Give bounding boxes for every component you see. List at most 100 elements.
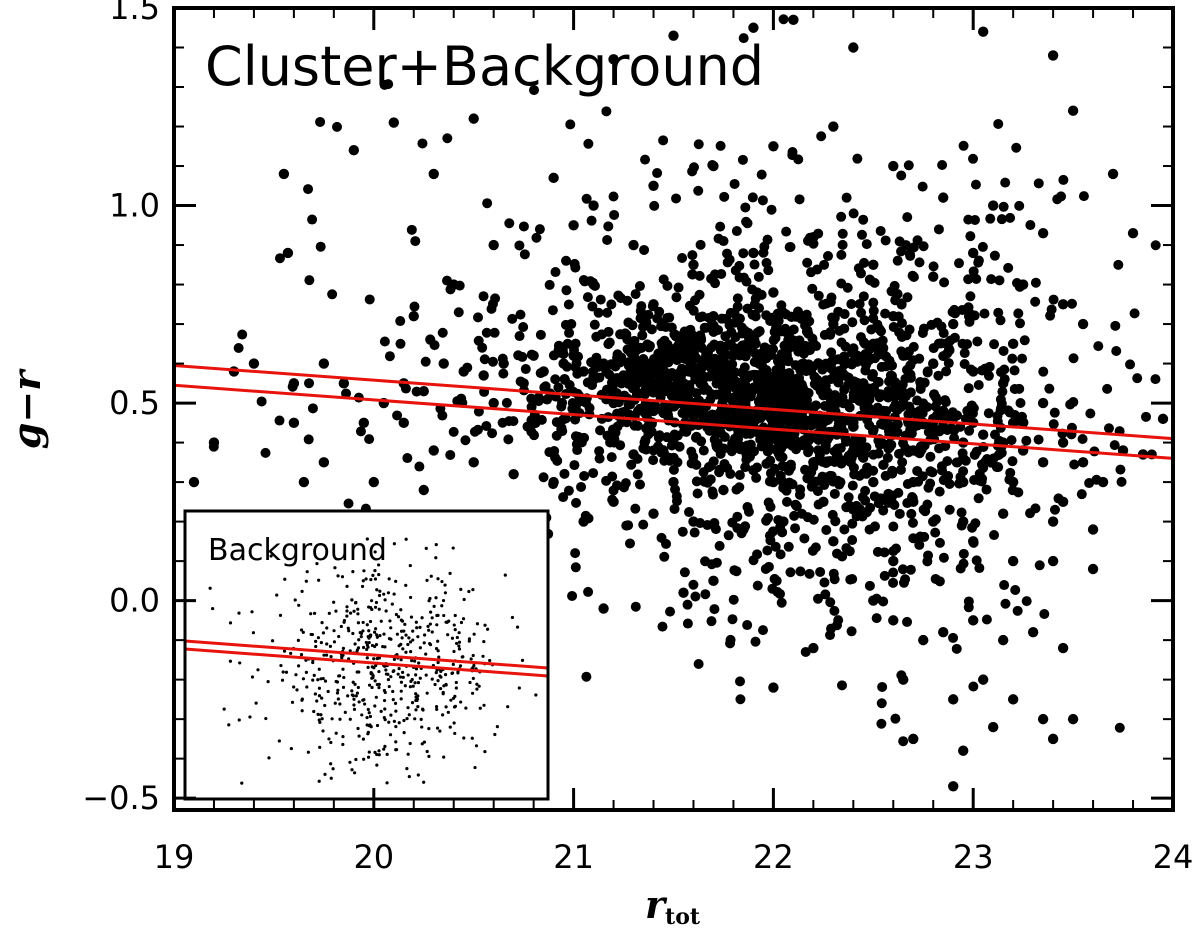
data-point: [986, 274, 997, 285]
data-point: [1116, 476, 1127, 487]
data-point: [725, 468, 736, 479]
inset-point: [251, 631, 256, 635]
data-point: [997, 634, 1009, 646]
data-point: [977, 26, 989, 37]
inset-point: [365, 715, 369, 720]
data-point: [900, 350, 911, 361]
data-point: [477, 342, 488, 353]
data-point: [828, 121, 839, 132]
inset-point: [383, 645, 387, 649]
data-point: [875, 225, 886, 236]
inset-point: [414, 692, 418, 696]
data-point: [1052, 194, 1063, 205]
data-point: [742, 620, 753, 631]
data-point: [418, 386, 429, 397]
data-point: [826, 623, 837, 634]
data-point: [315, 241, 326, 252]
data-point: [787, 147, 798, 158]
data-point: [989, 530, 1000, 541]
data-point: [843, 380, 854, 391]
inset-red-line-2: [185, 647, 548, 678]
inset-point: [373, 750, 377, 754]
data-point: [820, 589, 831, 600]
inset-point: [481, 654, 485, 658]
inset-point: [356, 612, 360, 616]
data-point: [581, 193, 592, 204]
data-point: [708, 456, 719, 467]
data-point: [794, 335, 805, 346]
data-point: [630, 503, 641, 514]
data-point: [861, 359, 872, 370]
inset-point: [357, 700, 361, 704]
data-point: [804, 316, 815, 327]
data-point: [941, 366, 952, 377]
inset-point: [364, 577, 368, 581]
data-point: [889, 391, 900, 402]
data-point: [665, 606, 676, 617]
data-point: [858, 214, 869, 225]
inset-point: [353, 771, 357, 775]
inset-point: [392, 719, 396, 723]
data-point: [688, 259, 699, 270]
data-point: [860, 338, 871, 349]
data-point: [876, 718, 887, 729]
data-point: [515, 309, 526, 320]
data-point: [968, 615, 979, 626]
data-point: [906, 508, 917, 519]
data-point: [908, 733, 919, 745]
inset-point: [299, 652, 304, 657]
data-point: [561, 255, 572, 266]
inset-point: [462, 597, 466, 602]
data-point: [998, 345, 1009, 356]
inset-point: [295, 688, 299, 692]
inset-point: [387, 636, 392, 641]
inset-point: [382, 632, 386, 636]
data-point: [948, 694, 959, 705]
data-point: [694, 334, 705, 345]
inset-point: [336, 697, 340, 701]
inset-point: [311, 678, 315, 682]
data-point: [538, 472, 549, 483]
data-point: [713, 372, 724, 383]
inset-point: [534, 693, 538, 697]
inset-point: [410, 659, 414, 663]
data-point: [752, 580, 763, 591]
inset-point: [290, 700, 295, 704]
data-point: [793, 374, 804, 385]
data-point: [1007, 338, 1019, 350]
data-point: [553, 382, 564, 393]
data-point: [487, 356, 498, 367]
data-point: [1068, 397, 1079, 408]
inset-point: [389, 713, 393, 717]
inset-point: [423, 633, 427, 637]
inset-point: [483, 749, 487, 754]
inset-point: [386, 591, 391, 595]
inset-point: [341, 653, 345, 657]
inset-point: [269, 554, 273, 558]
inset-point: [420, 725, 424, 729]
inset-point: [493, 732, 497, 737]
data-point: [626, 459, 637, 470]
data-point: [643, 429, 654, 440]
data-point: [858, 291, 869, 302]
data-point: [418, 484, 429, 496]
data-point: [677, 526, 688, 537]
data-point: [781, 485, 792, 496]
data-point: [1019, 335, 1030, 346]
data-point: [730, 367, 741, 378]
data-point: [895, 464, 906, 475]
data-point: [796, 310, 807, 321]
data-point: [581, 671, 592, 682]
data-point: [964, 316, 975, 327]
data-point: [729, 433, 740, 444]
inset-point: [316, 712, 320, 716]
data-point: [785, 459, 796, 470]
data-point: [727, 517, 738, 528]
data-point: [564, 327, 575, 338]
inset-point: [470, 736, 474, 740]
inset-point: [240, 781, 244, 785]
inset-point: [429, 574, 433, 578]
inset-point: [283, 577, 287, 581]
inset-point: [250, 610, 254, 614]
inset-point: [395, 632, 399, 636]
